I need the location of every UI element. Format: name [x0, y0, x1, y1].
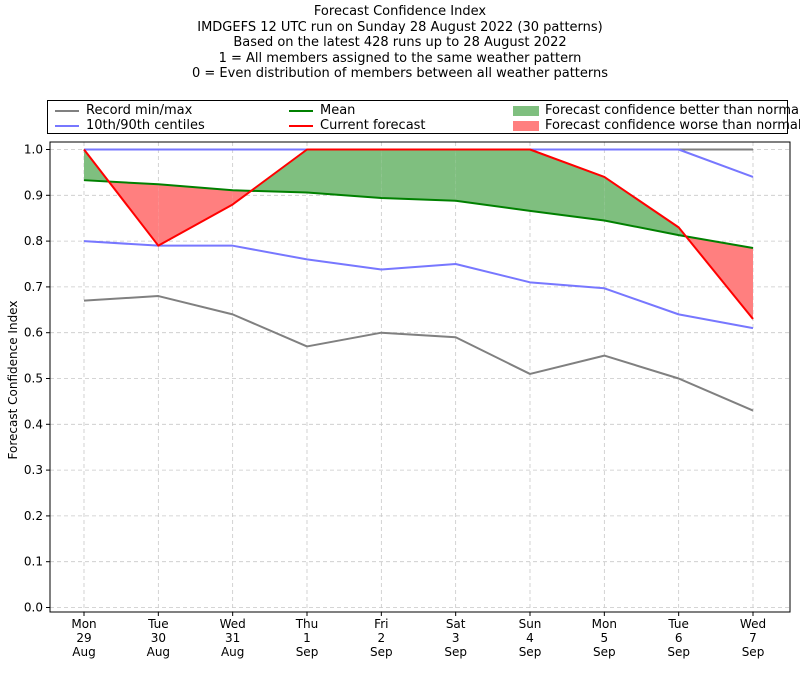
x-tick-label: Mon — [592, 617, 617, 631]
chart-subtitle-scale-min: 0 = Even distribution of members between… — [191, 66, 609, 81]
chart-subtitle-scale-max: 1 = All members assigned to the same wea… — [218, 50, 582, 66]
x-tick-label: Sun — [519, 617, 542, 631]
axis-layer: 0.00.10.20.30.40.50.60.70.80.91.0Mon29Au… — [24, 141, 791, 659]
x-tick-label: 30 — [151, 631, 166, 645]
better-fill-region — [530, 149, 605, 221]
plot-frame — [49, 141, 791, 613]
x-tick-label: 2 — [378, 631, 386, 645]
x-tick-label: 6 — [675, 631, 683, 645]
y-tick-label: 0.0 — [24, 601, 43, 615]
legend-label-worse: Forecast confidence worse than normal — [545, 118, 800, 133]
p10-line — [83, 240, 754, 330]
x-tick-label: 1 — [303, 631, 311, 645]
x-tick-label: Thu — [295, 617, 319, 631]
x-tick-label: Sep — [444, 645, 467, 659]
chart-subtitle-run: IMDGEFS 12 UTC run on Sunday 28 August 2… — [197, 19, 603, 35]
y-tick-label: 0.9 — [24, 188, 43, 202]
y-tick-label: 0.8 — [24, 234, 43, 248]
legend-item-mean: Mean — [289, 103, 355, 118]
legend-label-mean: Mean — [320, 103, 356, 118]
x-tick-label: 29 — [76, 631, 91, 645]
x-tick-label: Aug — [221, 645, 244, 659]
x-tick-label: Sep — [296, 645, 319, 659]
legend-swatch-current — [289, 124, 313, 127]
x-tick-label: Sep — [593, 645, 616, 659]
x-tick-label: 31 — [225, 631, 240, 645]
y-tick-label: 0.3 — [24, 463, 43, 477]
current-forecast-line — [83, 148, 754, 320]
legend-swatch-worse — [513, 120, 539, 131]
x-tick-label: Aug — [72, 645, 95, 659]
x-tick-label: 5 — [601, 631, 609, 645]
x-tick-label: Sat — [446, 617, 466, 631]
x-tick-label: 4 — [526, 631, 534, 645]
x-tick-label: Wed — [740, 617, 766, 631]
chart-title: Forecast Confidence Index — [313, 4, 487, 19]
legend-swatch-centiles — [55, 124, 79, 127]
x-tick-label: Tue — [147, 617, 169, 631]
chart-legend: Record min/max 10th/90th centiles Mean C… — [47, 100, 800, 134]
fill-layer — [84, 149, 753, 319]
better-fill-region — [455, 149, 530, 211]
legend-label-better: Forecast confidence better than normal — [545, 103, 800, 118]
worse-fill-region — [158, 184, 233, 246]
x-tick-label: Aug — [147, 645, 170, 659]
y-tick-label: 0.5 — [24, 372, 43, 386]
legend-swatch-mean — [289, 109, 313, 112]
x-tick-label: Sep — [519, 645, 542, 659]
x-tick-label: 3 — [452, 631, 460, 645]
x-tick-label: Tue — [667, 617, 689, 631]
x-tick-label: Wed — [220, 617, 246, 631]
y-tick-label: 0.4 — [24, 417, 43, 431]
legend-label-centiles: 10th/90th centiles — [86, 118, 205, 133]
mean-line — [83, 179, 754, 249]
y-tick-label: 0.2 — [24, 509, 43, 523]
y-tick-label: 0.7 — [24, 280, 43, 294]
legend-label-record: Record min/max — [86, 103, 193, 118]
y-tick-label: 0.6 — [24, 326, 43, 340]
legend-swatch-better — [513, 105, 539, 116]
x-tick-label: Sep — [667, 645, 690, 659]
x-tick-label: 7 — [749, 631, 757, 645]
chart-title-block: Forecast Confidence Index IMDGEFS 12 UTC… — [0, 4, 800, 82]
legend-item-worse: Forecast confidence worse than normal — [513, 118, 800, 133]
legend-item-record: Record min/max — [55, 103, 192, 118]
x-tick-label: Fri — [374, 617, 388, 631]
y-tick-label: 0.1 — [24, 555, 43, 569]
y-axis-label: Forecast Confidence Index — [6, 301, 20, 460]
legend-item-current: Current forecast — [289, 118, 426, 133]
legend-item-centiles: 10th/90th centiles — [55, 118, 205, 133]
better-fill-region — [307, 149, 382, 199]
chart-subtitle-basis: Based on the latest 428 runs up to 28 Au… — [233, 35, 567, 50]
better-fill-region — [381, 149, 456, 201]
legend-item-better: Forecast confidence better than normal — [513, 103, 800, 118]
y-tick-label: 1.0 — [24, 143, 43, 157]
record-min-line — [83, 295, 754, 412]
x-tick-label: Sep — [370, 645, 393, 659]
line-layer — [83, 148, 754, 412]
legend-label-current: Current forecast — [320, 118, 426, 133]
legend-swatch-record — [55, 109, 79, 112]
x-tick-label: Sep — [742, 645, 765, 659]
better-fill-region — [604, 176, 679, 236]
x-tick-label: Mon — [71, 617, 96, 631]
